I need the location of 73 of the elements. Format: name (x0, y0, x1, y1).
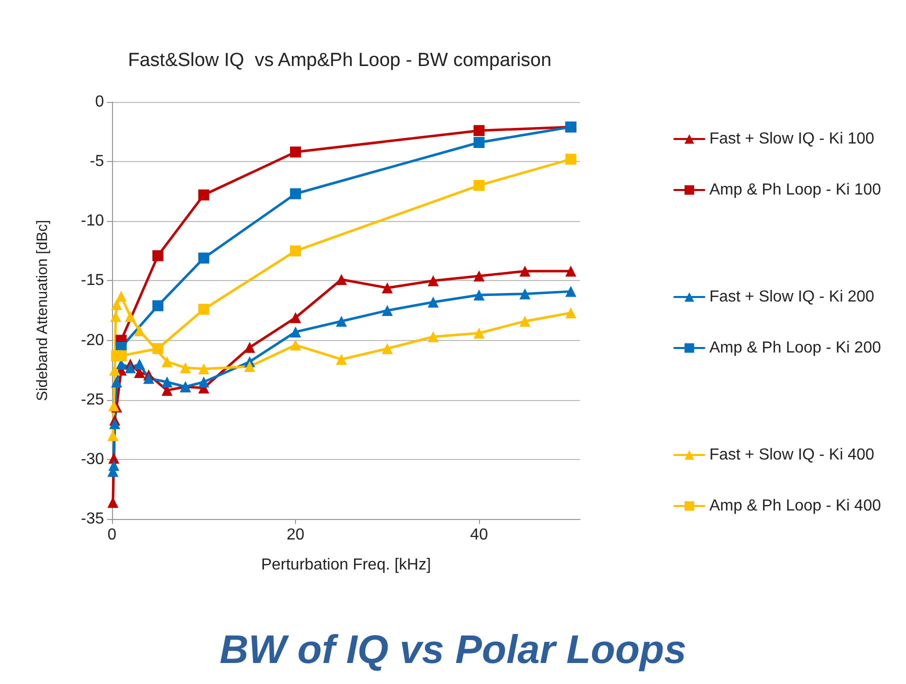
point (565, 307, 576, 318)
legend-label: Fast + Slow IQ - Ki 200 (709, 288, 874, 306)
point (198, 304, 210, 315)
point (290, 245, 302, 256)
y-tick-label: -30 (80, 450, 104, 468)
point (134, 325, 146, 336)
point (290, 188, 302, 200)
point (565, 286, 576, 297)
point (198, 363, 210, 374)
point (428, 275, 439, 286)
point (134, 358, 146, 370)
point (290, 146, 302, 158)
point (244, 342, 256, 353)
point (198, 252, 210, 264)
point (382, 343, 393, 354)
x-tick-label: 0 (108, 526, 117, 544)
chart-title: Fast&Slow IQ vs Amp&Ph Loop - BW comparison (128, 50, 552, 71)
point (336, 354, 347, 365)
x-tick-label: 20 (286, 526, 305, 544)
point (198, 376, 210, 388)
y-tick-label: -15 (80, 272, 104, 290)
point (474, 270, 485, 282)
point (162, 356, 173, 368)
point (116, 290, 127, 302)
point (124, 362, 136, 374)
point (336, 274, 347, 286)
x-tick-label: 40 (470, 526, 488, 544)
point (198, 189, 210, 200)
point (519, 288, 530, 300)
y-tick-label: -5 (90, 153, 104, 170)
point (428, 296, 439, 308)
point (519, 316, 530, 327)
y-tick-label: -10 (80, 212, 104, 230)
x-axis-title: Perturbation Freq. [kHz] (261, 556, 431, 574)
y-tick-label: -35 (80, 510, 104, 528)
point (111, 376, 122, 388)
legend-label: Fast + Slow IQ - Ki 400 (709, 446, 874, 464)
point (474, 180, 485, 191)
point (382, 305, 393, 316)
text: BW of IQ vs Polar Loops (220, 628, 686, 672)
point (565, 154, 576, 165)
point (474, 290, 485, 301)
point (382, 282, 393, 294)
point (180, 362, 191, 374)
point (290, 326, 302, 338)
point (143, 372, 154, 384)
point (244, 360, 256, 372)
point (428, 331, 439, 342)
y-tick-label: -20 (80, 332, 104, 349)
point (474, 328, 485, 339)
y-tick-label: -25 (80, 391, 104, 408)
y-axis-title: Sideband Attenuation [dBc] (34, 220, 51, 401)
point (519, 266, 530, 277)
legend-label: Fast + Slow IQ - Ki 100 (709, 130, 874, 148)
point (474, 125, 485, 136)
point (152, 343, 164, 354)
point (108, 460, 120, 471)
point (116, 350, 127, 362)
point (565, 266, 576, 277)
point (336, 316, 347, 327)
point (474, 137, 485, 148)
point (290, 312, 302, 324)
y-tick-label: 0 (95, 94, 104, 110)
legend-label: Amp & Ph Loop - Ki 200 (709, 340, 882, 356)
legend-label: Amp & Ph Loop - Ki 400 (709, 498, 882, 514)
point (124, 310, 136, 322)
legend-label: Amp & Ph Loop - Ki 100 (709, 182, 882, 198)
point (290, 340, 302, 351)
point (162, 376, 173, 388)
point (152, 300, 164, 312)
point (111, 299, 122, 310)
point (109, 418, 120, 430)
point (152, 250, 164, 262)
